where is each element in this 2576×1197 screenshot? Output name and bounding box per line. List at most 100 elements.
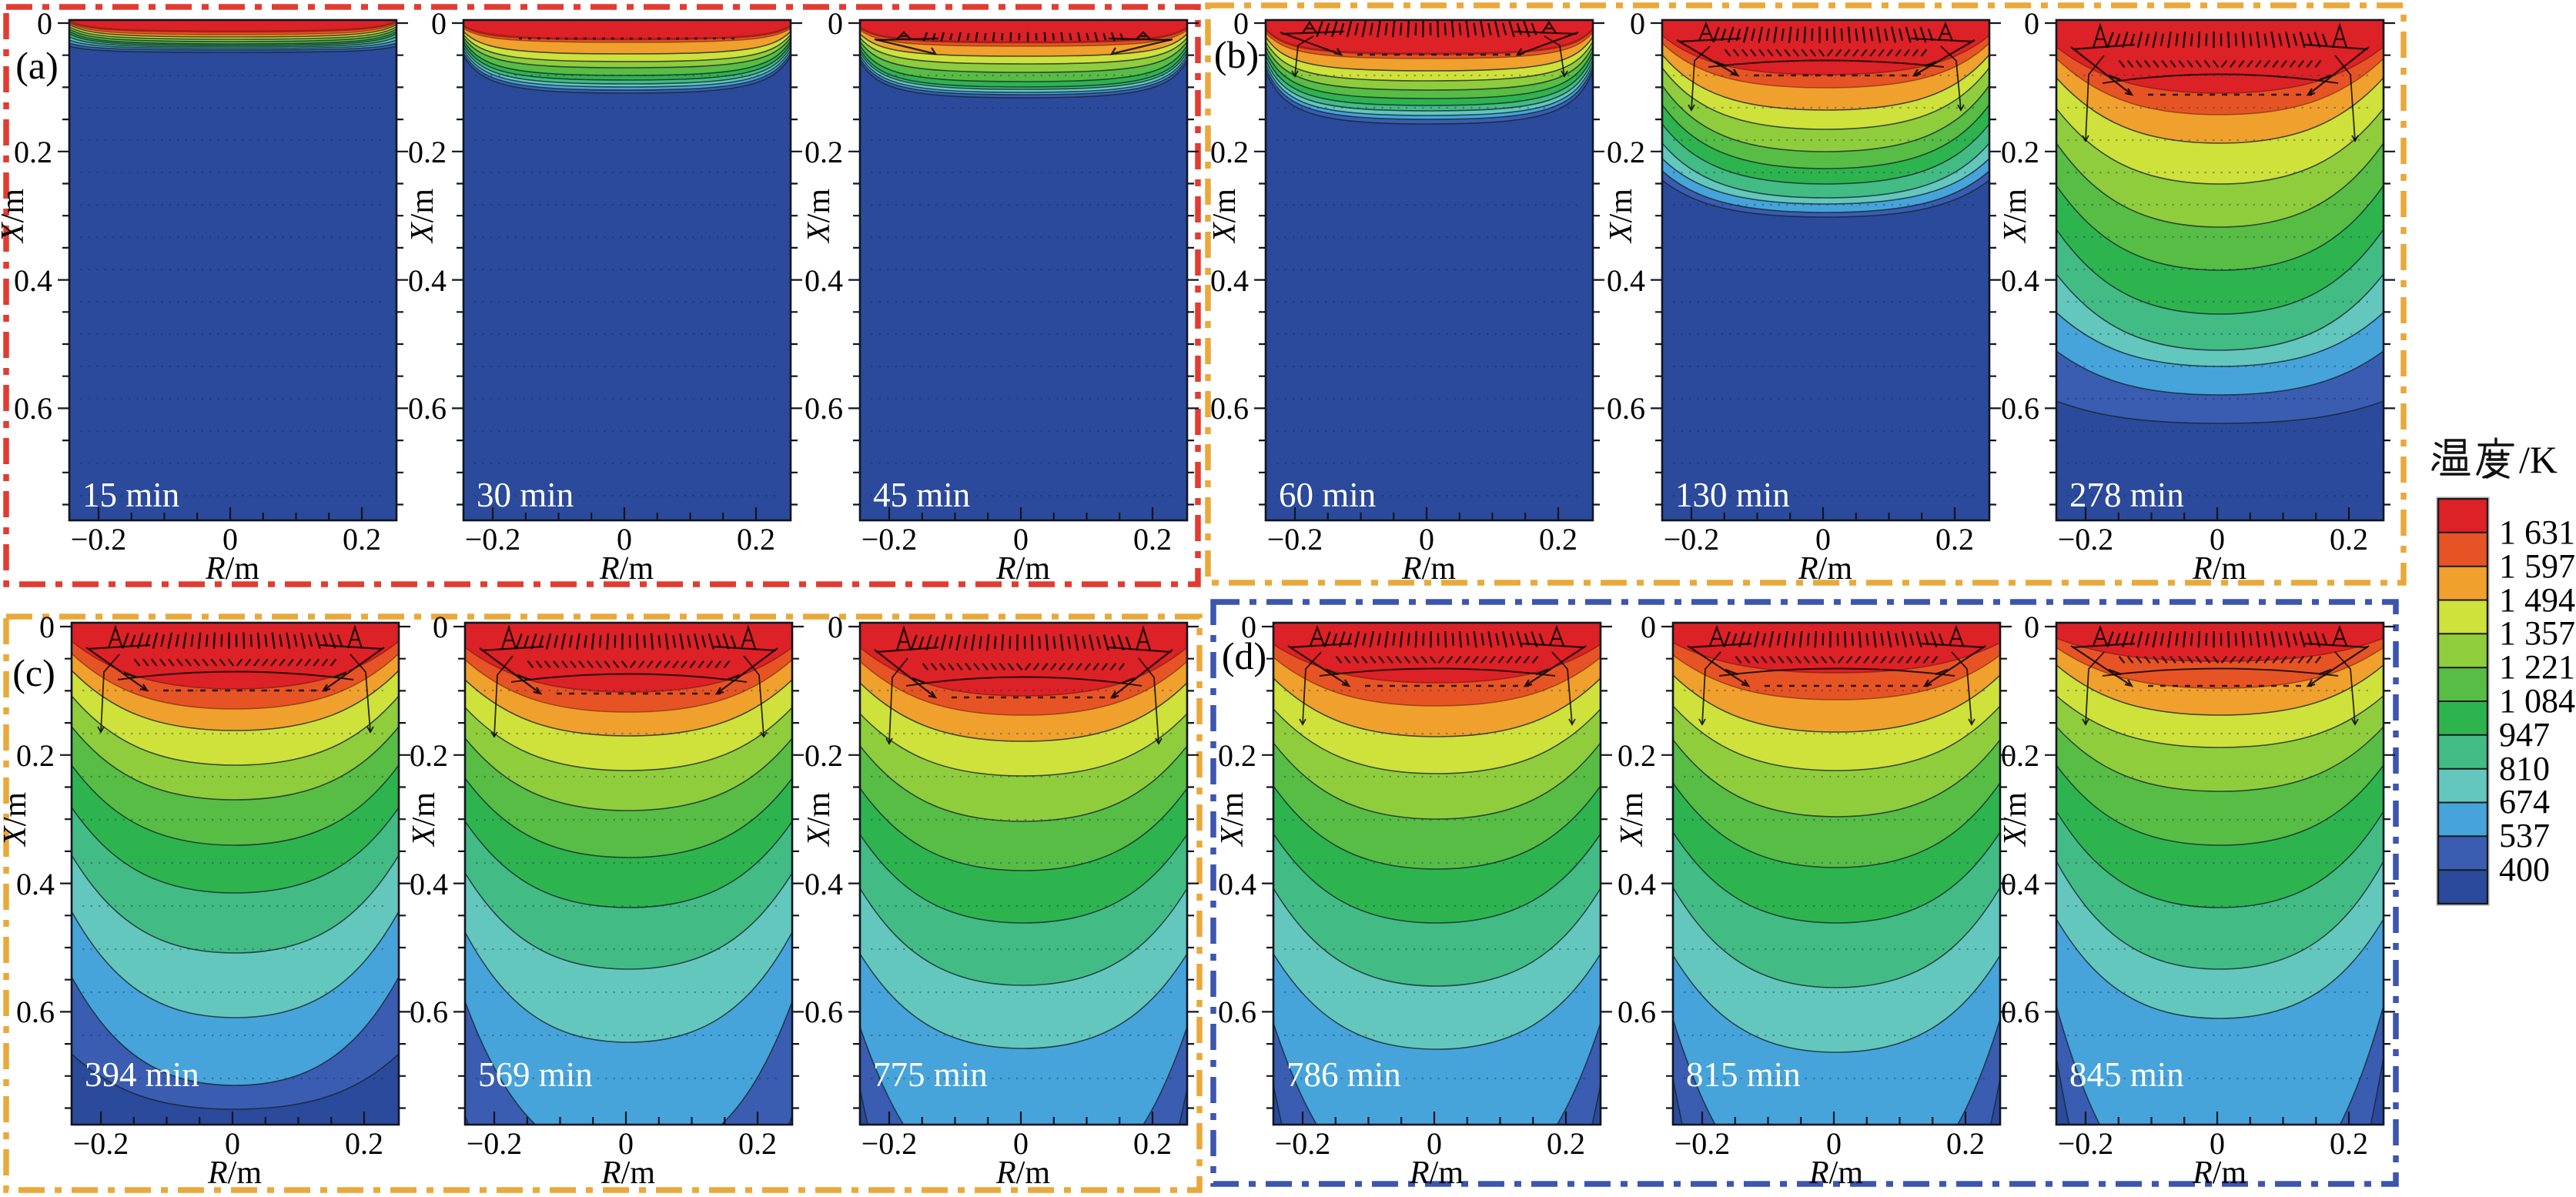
svg-text:R/m: R/m [1798, 551, 1852, 587]
svg-text:0.6: 0.6 [2001, 995, 2039, 1029]
svg-text:0.4: 0.4 [1210, 263, 1249, 298]
svg-text:0.2: 0.2 [1946, 1126, 1985, 1161]
svg-text:537: 537 [2499, 817, 2550, 854]
svg-text:0: 0 [828, 6, 843, 41]
svg-text:X/m: X/m [1207, 189, 1243, 244]
svg-text:R/m: R/m [205, 551, 259, 587]
svg-text:R/m: R/m [1409, 1155, 1464, 1191]
svg-text:947: 947 [2499, 716, 2550, 754]
svg-text:X/m: X/m [801, 189, 837, 244]
svg-text:1 597: 1 597 [2499, 547, 2575, 585]
svg-text:0: 0 [618, 1126, 634, 1161]
svg-text:(b): (b) [1214, 33, 1259, 76]
svg-text:0.2: 0.2 [737, 522, 775, 557]
svg-text:1 221: 1 221 [2499, 648, 2575, 686]
svg-text:−0.2: −0.2 [73, 1126, 129, 1161]
svg-text:X/m: X/m [1604, 189, 1639, 244]
svg-text:−0.2: −0.2 [2058, 522, 2114, 557]
svg-text:−0.2: −0.2 [1275, 1126, 1331, 1161]
svg-text:0: 0 [431, 6, 447, 41]
svg-text:R/m: R/m [207, 1155, 262, 1191]
svg-text:0.4: 0.4 [1607, 263, 1645, 298]
svg-text:0.2: 0.2 [16, 738, 55, 773]
svg-text:0.6: 0.6 [1618, 995, 1656, 1029]
svg-text:X/m: X/m [1998, 189, 2033, 244]
svg-text:0.2: 0.2 [1547, 1126, 1585, 1161]
svg-text:0: 0 [1815, 522, 1831, 557]
svg-text:0: 0 [1013, 522, 1029, 557]
svg-text:−0.2: −0.2 [2058, 1126, 2114, 1161]
svg-text:X/m: X/m [406, 792, 442, 848]
svg-text:0.4: 0.4 [805, 867, 843, 901]
svg-text:0: 0 [1630, 6, 1645, 41]
svg-text:0.2: 0.2 [343, 522, 381, 557]
svg-text:1 357: 1 357 [2499, 614, 2575, 652]
svg-text:569 min: 569 min [478, 1055, 593, 1094]
svg-text:R/m: R/m [2192, 1155, 2246, 1191]
svg-text:X/m: X/m [405, 189, 440, 244]
svg-text:R/m: R/m [1808, 1155, 1863, 1191]
svg-text:0.2: 0.2 [2330, 522, 2368, 557]
svg-text:0: 0 [2210, 522, 2225, 557]
svg-text:0.6: 0.6 [1607, 391, 1645, 426]
svg-text:0.4: 0.4 [1218, 867, 1256, 901]
svg-text:0.2: 0.2 [1539, 522, 1577, 557]
svg-text:674: 674 [2499, 783, 2550, 821]
svg-text:0.6: 0.6 [2001, 391, 2039, 426]
svg-text:0.4: 0.4 [14, 263, 52, 298]
svg-text:1 494: 1 494 [2499, 581, 2575, 619]
svg-text:0.2: 0.2 [14, 135, 52, 169]
svg-text:0: 0 [1241, 610, 1256, 644]
svg-text:0.2: 0.2 [738, 1126, 777, 1161]
svg-text:0.2: 0.2 [1935, 522, 1974, 557]
svg-text:0: 0 [2210, 1126, 2225, 1161]
svg-text:(c): (c) [12, 651, 55, 694]
svg-text:/K: /K [2519, 438, 2558, 481]
svg-text:R/m: R/m [2192, 551, 2246, 587]
svg-text:0: 0 [1233, 6, 1249, 41]
svg-text:0: 0 [37, 6, 52, 41]
svg-text:0.4: 0.4 [805, 263, 843, 298]
svg-text:810: 810 [2499, 750, 2550, 787]
svg-text:−0.2: −0.2 [465, 522, 521, 557]
svg-text:0: 0 [39, 610, 55, 644]
svg-text:0.6: 0.6 [1210, 391, 1249, 426]
svg-text:X/m: X/m [1215, 792, 1250, 848]
svg-text:0.2: 0.2 [1607, 135, 1645, 169]
svg-text:400: 400 [2499, 851, 2550, 888]
svg-text:0: 0 [1013, 1126, 1029, 1161]
svg-text:786 min: 786 min [1286, 1055, 1401, 1094]
svg-text:30 min: 30 min [477, 476, 574, 514]
svg-text:0.6: 0.6 [16, 995, 55, 1029]
svg-text:775 min: 775 min [873, 1055, 988, 1094]
svg-text:0.6: 0.6 [408, 391, 447, 426]
svg-text:0.2: 0.2 [1218, 738, 1256, 773]
svg-text:845 min: 845 min [2069, 1055, 2184, 1094]
svg-text:−0.2: −0.2 [1267, 522, 1323, 557]
svg-text:60 min: 60 min [1279, 476, 1376, 514]
svg-text:R/m: R/m [995, 1155, 1050, 1191]
svg-text:0: 0 [433, 610, 448, 644]
svg-text:−0.2: −0.2 [1664, 522, 1720, 557]
svg-text:0.6: 0.6 [410, 995, 448, 1029]
svg-text:0.4: 0.4 [16, 867, 55, 901]
svg-text:0.2: 0.2 [805, 738, 843, 773]
svg-text:0.6: 0.6 [1218, 995, 1256, 1029]
svg-text:1 631: 1 631 [2499, 513, 2575, 551]
svg-text:0.2: 0.2 [2330, 1126, 2368, 1161]
svg-text:R/m: R/m [995, 551, 1050, 587]
svg-text:0: 0 [1641, 610, 1656, 644]
svg-text:0: 0 [225, 1126, 240, 1161]
svg-text:0: 0 [2024, 610, 2039, 644]
svg-text:0.2: 0.2 [410, 738, 448, 773]
svg-text:0.4: 0.4 [410, 867, 448, 901]
svg-text:−0.2: −0.2 [861, 522, 918, 557]
svg-text:130 min: 130 min [1675, 476, 1790, 514]
svg-text:394 min: 394 min [85, 1055, 199, 1094]
svg-text:X/m: X/m [1614, 792, 1650, 848]
svg-text:0.4: 0.4 [408, 263, 447, 298]
svg-text:−0.2: −0.2 [1674, 1126, 1731, 1161]
svg-text:0: 0 [828, 610, 843, 644]
svg-text:0.6: 0.6 [14, 391, 52, 426]
svg-text:815 min: 815 min [1686, 1055, 1801, 1094]
